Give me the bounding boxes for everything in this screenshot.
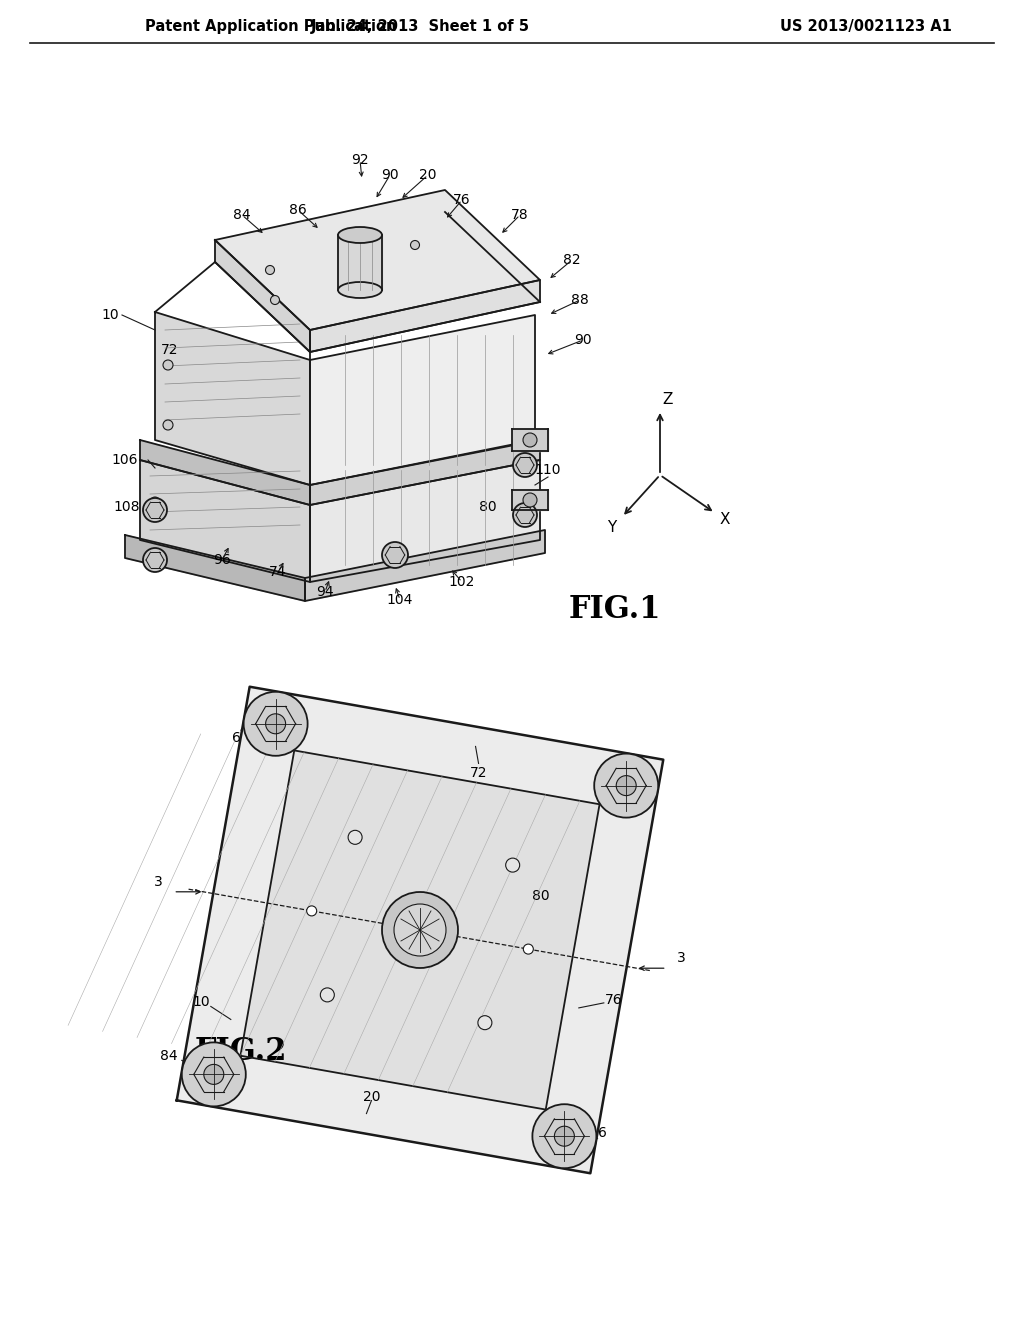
Circle shape (270, 296, 280, 305)
Circle shape (415, 925, 425, 935)
Circle shape (616, 776, 636, 796)
Text: 76: 76 (454, 193, 471, 207)
Text: 20: 20 (419, 168, 437, 182)
Text: 82: 82 (563, 253, 581, 267)
Polygon shape (512, 490, 548, 510)
Text: 3: 3 (154, 875, 163, 888)
Text: 76: 76 (605, 993, 623, 1007)
Text: 108: 108 (114, 500, 140, 513)
Circle shape (394, 904, 446, 956)
Polygon shape (241, 751, 600, 1110)
Circle shape (163, 420, 173, 430)
Text: 72: 72 (161, 343, 178, 356)
Polygon shape (177, 686, 664, 1173)
Circle shape (143, 548, 167, 572)
Polygon shape (305, 531, 545, 601)
Text: 72: 72 (470, 767, 487, 780)
Text: 84: 84 (160, 1049, 177, 1064)
Polygon shape (155, 312, 310, 484)
Text: 96: 96 (213, 553, 230, 568)
Polygon shape (215, 190, 540, 330)
Circle shape (204, 1064, 224, 1085)
Polygon shape (338, 235, 382, 290)
Text: Jan. 24, 2013  Sheet 1 of 5: Jan. 24, 2013 Sheet 1 of 5 (310, 20, 529, 34)
Text: 78: 78 (511, 209, 528, 222)
Circle shape (150, 498, 160, 507)
Ellipse shape (338, 227, 382, 243)
Circle shape (554, 1126, 574, 1146)
Polygon shape (310, 440, 540, 506)
Polygon shape (215, 240, 310, 352)
Circle shape (143, 498, 167, 521)
Polygon shape (140, 440, 310, 506)
Circle shape (513, 453, 537, 477)
Text: FIG.2: FIG.2 (195, 1036, 288, 1068)
Circle shape (182, 1043, 246, 1106)
Text: 10: 10 (191, 995, 210, 1010)
Circle shape (523, 492, 537, 507)
Circle shape (523, 433, 537, 447)
Circle shape (382, 543, 408, 568)
Text: 74: 74 (269, 565, 287, 579)
Ellipse shape (338, 282, 382, 298)
Polygon shape (310, 459, 540, 582)
Circle shape (513, 503, 537, 527)
Circle shape (506, 858, 519, 873)
Circle shape (523, 944, 534, 954)
Text: 84: 84 (233, 209, 251, 222)
Polygon shape (125, 535, 305, 601)
Circle shape (244, 692, 307, 756)
Text: 90: 90 (381, 168, 398, 182)
Text: Patent Application Publication: Patent Application Publication (145, 20, 396, 34)
Text: 88: 88 (571, 293, 589, 308)
Text: 80: 80 (531, 890, 550, 903)
Circle shape (594, 754, 658, 817)
Circle shape (411, 240, 420, 249)
Text: 102: 102 (449, 576, 475, 589)
Text: 110: 110 (535, 463, 561, 477)
Text: 10: 10 (101, 308, 119, 322)
Circle shape (321, 987, 334, 1002)
Text: 106: 106 (112, 453, 138, 467)
Circle shape (382, 892, 458, 968)
Text: 94: 94 (316, 585, 334, 599)
Text: 80: 80 (479, 500, 497, 513)
Polygon shape (310, 315, 535, 484)
Circle shape (478, 1015, 492, 1030)
Polygon shape (512, 429, 548, 451)
Text: 6: 6 (598, 1126, 607, 1140)
Circle shape (348, 830, 362, 845)
Circle shape (306, 906, 316, 916)
Text: US 2013/0021123 A1: US 2013/0021123 A1 (780, 20, 952, 34)
Polygon shape (140, 459, 310, 582)
Text: 90: 90 (574, 333, 592, 347)
Text: X: X (720, 511, 730, 527)
Polygon shape (310, 280, 540, 352)
Text: 86: 86 (289, 203, 307, 216)
Text: Z: Z (663, 392, 673, 408)
Circle shape (163, 360, 173, 370)
Text: 6: 6 (231, 731, 241, 746)
Text: 92: 92 (351, 153, 369, 168)
Text: 3: 3 (677, 952, 686, 965)
Text: Y: Y (607, 520, 616, 535)
Circle shape (532, 1105, 596, 1168)
Text: 20: 20 (362, 1089, 380, 1104)
Text: 104: 104 (387, 593, 414, 607)
Text: FIG.1: FIG.1 (568, 594, 662, 626)
Circle shape (265, 265, 274, 275)
Circle shape (265, 714, 286, 734)
